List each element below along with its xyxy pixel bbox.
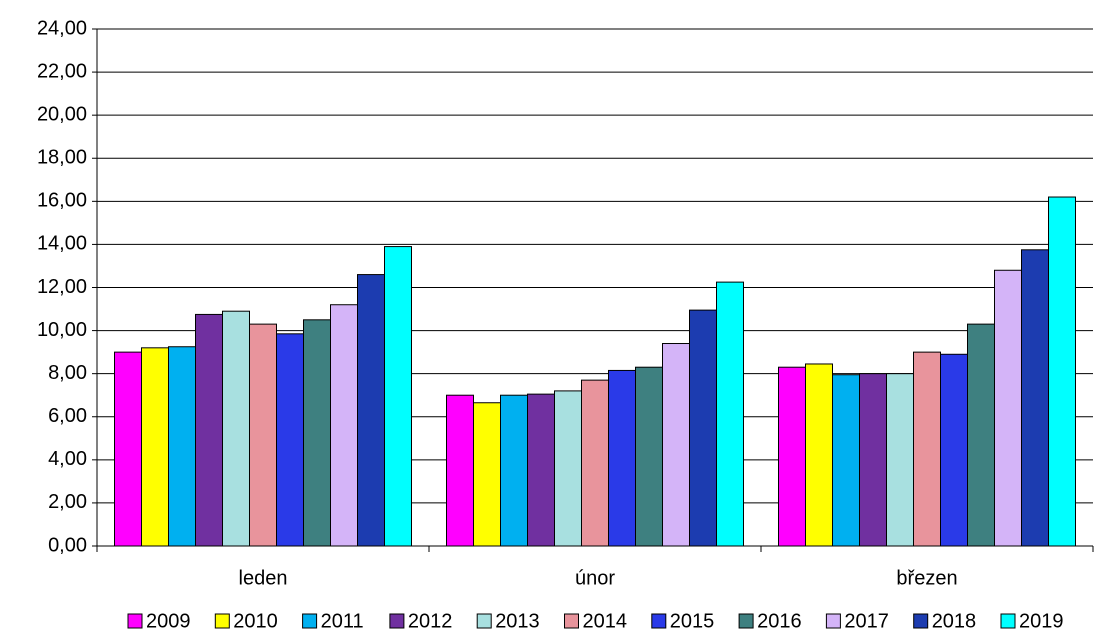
- legend-label: 2009: [146, 610, 191, 632]
- legend-label: 2019: [1019, 610, 1064, 632]
- legend-swatch: [564, 613, 579, 629]
- bar: [778, 366, 806, 547]
- legend-swatch: [476, 613, 492, 629]
- bar: [222, 310, 250, 547]
- bar: [249, 323, 277, 547]
- bar: [832, 374, 860, 547]
- bar: [276, 333, 304, 547]
- bar: [303, 319, 331, 547]
- bar: [581, 379, 609, 547]
- legend-label: 2018: [932, 610, 977, 632]
- y-tick-label: 8,00: [48, 362, 87, 384]
- legend-label: 2011: [321, 610, 364, 632]
- legend-label: 2012: [408, 610, 453, 632]
- legend-label: 2015: [670, 610, 715, 632]
- y-tick-label: 6,00: [48, 405, 87, 427]
- y-tick-label: 24,00: [37, 17, 87, 39]
- bar: [635, 366, 663, 547]
- x-tick-label: leden: [239, 567, 288, 589]
- legend-swatch: [127, 613, 143, 629]
- bar: [716, 281, 744, 547]
- bar: [527, 393, 555, 547]
- bar: [805, 363, 833, 547]
- legend-label: 2017: [844, 610, 889, 632]
- bar: [357, 274, 385, 547]
- bar: [384, 246, 412, 547]
- bar: [141, 347, 169, 547]
- bar: [168, 346, 196, 547]
- legend-swatch: [913, 613, 929, 629]
- legend-label: 2016: [757, 610, 802, 632]
- bar: [994, 269, 1022, 547]
- bar: [1021, 249, 1049, 547]
- x-tick-label: únor: [575, 567, 615, 589]
- bar: [330, 304, 358, 547]
- y-tick-label: 2,00: [48, 491, 87, 513]
- y-tick-label: 22,00: [37, 60, 87, 82]
- bar: [608, 369, 636, 547]
- legend-swatch: [389, 613, 405, 629]
- bar: [195, 313, 223, 547]
- bar: [662, 343, 690, 547]
- legend-swatch: [1000, 613, 1016, 629]
- y-tick-label: 16,00: [37, 190, 87, 212]
- bar: [554, 390, 582, 547]
- legend-label: 2013: [495, 610, 540, 632]
- y-tick-label: 4,00: [48, 448, 87, 470]
- legend-swatch: [825, 613, 841, 629]
- legend-swatch: [738, 613, 754, 629]
- y-tick-label: 0,00: [48, 534, 87, 556]
- legend-label: 2010: [233, 610, 277, 632]
- legend-swatch: [214, 613, 230, 629]
- bar: [886, 373, 914, 547]
- bar: [913, 351, 941, 547]
- bar: [1048, 196, 1076, 547]
- y-tick-label: 12,00: [37, 276, 87, 298]
- y-tick-label: 14,00: [37, 233, 87, 255]
- bar: [446, 394, 474, 547]
- bar: [500, 394, 528, 547]
- y-tick-label: 10,00: [37, 319, 87, 341]
- legend-label: 2014: [583, 610, 628, 632]
- bar: [689, 309, 717, 547]
- bar: [859, 373, 887, 547]
- y-tick-label: 18,00: [37, 147, 87, 169]
- bar: [940, 353, 968, 547]
- bar: [473, 402, 501, 547]
- bar: [114, 351, 142, 547]
- legend-swatch: [651, 613, 667, 629]
- x-tick-label: březen: [896, 567, 957, 589]
- bar: [967, 323, 995, 547]
- legend-swatch: [302, 613, 318, 629]
- y-tick-label: 20,00: [37, 103, 87, 125]
